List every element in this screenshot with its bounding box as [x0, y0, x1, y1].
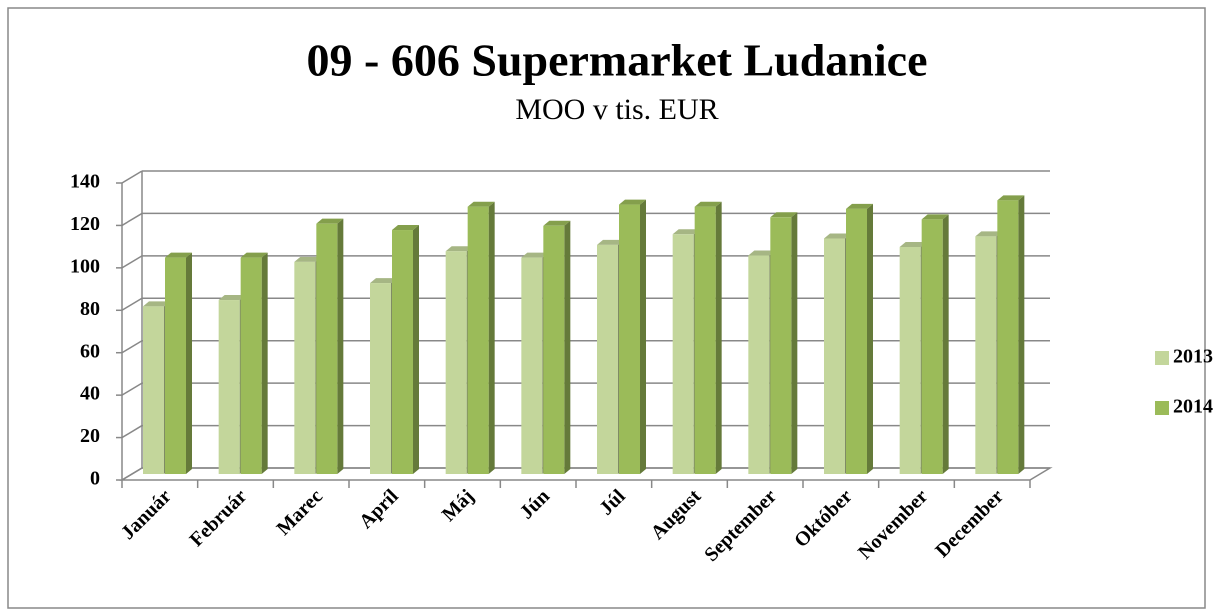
- bar-face: [846, 203, 873, 209]
- bar-face: [791, 212, 798, 475]
- grid-depth: [121, 424, 143, 439]
- bar-face: [597, 244, 618, 474]
- bar-face: [294, 256, 322, 262]
- bar: [467, 201, 495, 474]
- bar-face: [521, 252, 549, 258]
- grid-depth: [121, 382, 143, 396]
- bar-face: [392, 225, 419, 231]
- bar-face: [467, 206, 489, 474]
- bar: [846, 203, 873, 475]
- bar-face: [921, 214, 949, 220]
- bar-face: [748, 255, 770, 474]
- bar-face: [867, 203, 873, 475]
- bar-face: [316, 218, 344, 224]
- bar-face: [899, 247, 921, 474]
- bar-face: [770, 217, 792, 475]
- y-tick-label: 80: [80, 298, 100, 320]
- bar-face: [846, 208, 867, 475]
- bar-face: [294, 261, 316, 474]
- y-tick-label: 0: [90, 468, 100, 490]
- bar-face: [240, 257, 262, 474]
- legend-label: 2013: [1173, 346, 1213, 368]
- bar-face: [143, 306, 164, 474]
- grid-depth: [121, 467, 143, 481]
- bar-face: [748, 250, 776, 256]
- bar-face: [413, 225, 419, 474]
- bar-face: [218, 300, 240, 474]
- y-tick-label: 20: [80, 425, 100, 447]
- bar: [619, 199, 646, 475]
- bar-face: [672, 234, 694, 474]
- bar-face: [143, 301, 170, 307]
- bar-face: [392, 230, 413, 474]
- bar-face: [899, 242, 927, 248]
- bar-face: [824, 233, 851, 239]
- chart-title: 09 - 606 Supermarket Ludanice: [307, 35, 928, 86]
- grid-depth: [121, 212, 143, 227]
- bar-face: [640, 199, 646, 475]
- y-tick-label: 60: [80, 340, 100, 362]
- y-tick-label: 120: [70, 213, 100, 235]
- bar-face: [997, 200, 1019, 475]
- bar: [240, 252, 268, 474]
- y-tick-label: 40: [80, 383, 100, 405]
- bar: [543, 220, 571, 474]
- bar-face: [165, 252, 192, 258]
- bar-face: [672, 229, 700, 235]
- y-tick-label: 140: [70, 171, 100, 193]
- bar-face: [370, 283, 391, 474]
- legend-swatch: [1155, 401, 1169, 415]
- bar-face: [619, 199, 646, 205]
- bar-face: [975, 236, 997, 474]
- bar: [165, 252, 192, 474]
- bar-face: [619, 204, 640, 475]
- legend-swatch: [1155, 351, 1169, 365]
- grid-depth: [121, 297, 143, 311]
- bar-face: [694, 201, 722, 207]
- bar: [770, 212, 798, 475]
- grid-depth: [121, 255, 143, 269]
- bar: [921, 214, 949, 474]
- bar-face: [564, 220, 571, 474]
- bar-face: [770, 212, 798, 218]
- bar-face: [488, 201, 495, 474]
- bar: [997, 195, 1025, 475]
- bar-face: [337, 218, 344, 474]
- bar-face: [240, 252, 268, 258]
- bar-face: [445, 246, 473, 252]
- bar-face: [165, 257, 186, 474]
- bar-face: [261, 252, 268, 474]
- bar-face: [218, 295, 246, 301]
- bar-face: [921, 219, 943, 474]
- bar-face: [975, 231, 1003, 237]
- bar-face: [997, 195, 1025, 201]
- bar-face: [521, 257, 543, 474]
- bar: [392, 225, 419, 474]
- grid-depth: [121, 340, 143, 354]
- bar-face: [467, 201, 495, 207]
- bar-face: [370, 278, 397, 284]
- chart-subtitle: MOO v tis. EUR: [515, 93, 718, 126]
- bar: [694, 201, 722, 474]
- bar-face: [1018, 195, 1025, 475]
- bar-face: [186, 252, 192, 474]
- bar: [316, 218, 344, 474]
- bar-face: [445, 251, 467, 474]
- legend-label: 2014: [1173, 396, 1213, 418]
- bar-face: [824, 238, 845, 474]
- bar-face: [715, 201, 722, 474]
- bar-face: [597, 239, 624, 245]
- bar-face: [543, 220, 571, 226]
- bar-face: [694, 206, 716, 474]
- grid-depth: [121, 170, 143, 184]
- y-tick-label: 100: [70, 255, 100, 277]
- bar-face: [316, 223, 338, 474]
- bar-face: [543, 225, 565, 474]
- bar-face: [942, 214, 949, 474]
